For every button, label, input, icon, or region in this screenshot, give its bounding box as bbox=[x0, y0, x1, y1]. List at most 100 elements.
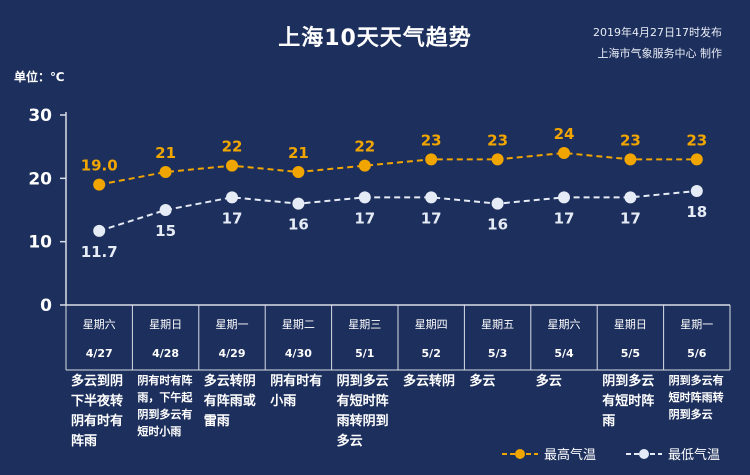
low-temp-label: 17 bbox=[554, 209, 575, 227]
low-temp-point bbox=[690, 185, 703, 197]
chart-title: 上海10天天气趋势 bbox=[278, 26, 472, 51]
high-temp-label: 24 bbox=[554, 125, 575, 143]
weather-description-line: 雨 bbox=[602, 414, 616, 429]
high-temp-point bbox=[425, 153, 438, 166]
date-label: 5/5 bbox=[621, 347, 640, 360]
date-label: 5/6 bbox=[687, 347, 707, 360]
weather-description-line: 多云转阴 bbox=[403, 374, 456, 389]
weekday-label: 星期一 bbox=[680, 318, 713, 331]
high-temp-point bbox=[93, 178, 106, 191]
weather-description-line: 下半夜转 bbox=[71, 394, 124, 409]
weather-description-line: 雨，下午起 bbox=[137, 391, 193, 404]
weather-description-line: 阴到多云 bbox=[668, 408, 713, 421]
weather-description-line: 多云 bbox=[336, 434, 363, 449]
weather-description-line: 小雨 bbox=[270, 394, 297, 409]
weekday-label: 星期一 bbox=[216, 318, 249, 331]
high-temp-label: 23 bbox=[421, 131, 442, 149]
weather-description-line: 短时小雨 bbox=[137, 425, 182, 438]
date-label: 5/3 bbox=[488, 347, 507, 360]
low-temp-point bbox=[292, 197, 305, 210]
weather-description-line: 多云转阴 bbox=[203, 374, 256, 389]
low-temp-label: 17 bbox=[421, 209, 442, 227]
date-label: 5/4 bbox=[554, 347, 574, 360]
high-temp-line bbox=[99, 151, 697, 186]
legend-high-swatch bbox=[501, 447, 538, 461]
high-temp-point bbox=[159, 166, 172, 178]
low-temp-point bbox=[425, 191, 438, 204]
weather-description-line: 阵雨 bbox=[71, 434, 98, 449]
high-temp-point bbox=[358, 159, 371, 172]
low-temp-line bbox=[98, 190, 697, 232]
legend-high-label: 最高气温 bbox=[543, 448, 596, 463]
high-temp-label: 19.0 bbox=[81, 157, 118, 175]
high-temp-point bbox=[491, 153, 504, 166]
y-tick-label: 0 bbox=[40, 296, 52, 316]
low-temp-label: 17 bbox=[620, 209, 641, 227]
low-temp-point bbox=[93, 224, 106, 237]
weekday-label: 星期五 bbox=[481, 318, 514, 331]
weekday-label: 星期日 bbox=[149, 318, 182, 331]
weather-description-line: 多云 bbox=[535, 374, 562, 389]
weather-description-line: 阴有时有 bbox=[71, 414, 124, 429]
date-label: 4/27 bbox=[86, 347, 113, 360]
high-temp-point bbox=[690, 153, 703, 166]
weekday-label: 星期三 bbox=[348, 318, 381, 331]
weekday-label: 星期二 bbox=[282, 318, 315, 331]
date-label: 4/29 bbox=[219, 347, 246, 360]
weather-description: 阴有时有 小雨 bbox=[270, 372, 336, 412]
high-temp-label: 22 bbox=[222, 138, 243, 156]
weather-description-line: 阴到多云 bbox=[602, 374, 655, 389]
weather-description-line: 有短时阵 bbox=[602, 394, 655, 409]
weekday-label: 星期六 bbox=[83, 318, 116, 331]
high-temp-point bbox=[292, 166, 305, 178]
high-temp-label: 22 bbox=[354, 138, 375, 156]
low-temp-label: 16 bbox=[487, 216, 508, 234]
weather-description-line: 阴到多云有 bbox=[137, 408, 193, 421]
date-label: 4/28 bbox=[152, 347, 179, 360]
weather-description: 多云 bbox=[469, 372, 535, 392]
low-temp-label: 18 bbox=[686, 203, 707, 221]
date-label: 5/1 bbox=[355, 347, 374, 360]
weather-description: 多云转阴 bbox=[403, 372, 469, 392]
low-temp-point bbox=[159, 204, 172, 216]
low-temp-label: 17 bbox=[222, 209, 243, 227]
weather-description-line: 多云 bbox=[469, 374, 496, 389]
legend-low-label: 最低气温 bbox=[667, 448, 720, 463]
y-tick-label: 10 bbox=[28, 233, 52, 253]
high-temp-point bbox=[226, 159, 238, 172]
high-temp-label: 23 bbox=[487, 131, 508, 149]
weather-description: 多云转阴有阵雨或雷雨 bbox=[204, 372, 270, 432]
low-temp-point bbox=[226, 191, 238, 204]
high-temp-label: 21 bbox=[155, 144, 176, 162]
publish-time: 2019年4月27日17时发布 bbox=[593, 26, 722, 39]
weather-description: 阴到多云有短时阵雨转阴到多云 bbox=[337, 372, 403, 452]
high-temp-label: 21 bbox=[288, 144, 309, 162]
high-temp-point bbox=[558, 147, 570, 159]
unit-label: 单位：℃ bbox=[14, 70, 65, 84]
high-temp-label: 23 bbox=[686, 131, 707, 149]
weekday-label: 星期六 bbox=[548, 318, 581, 331]
low-temp-point bbox=[558, 191, 570, 204]
weather-description-line: 有短时阵 bbox=[336, 394, 389, 409]
weather-description: 多云到阴 下半夜转 阴有时有 阵雨 bbox=[71, 372, 137, 452]
legend-low-swatch bbox=[625, 447, 662, 461]
low-temp-label: 15 bbox=[155, 222, 176, 240]
low-temp-point bbox=[491, 197, 504, 210]
weather-description-line: 雷雨 bbox=[203, 414, 230, 429]
weekday-label: 星期日 bbox=[614, 318, 647, 331]
weather-description-line: 阴有时有阵 bbox=[137, 374, 193, 387]
weather-description: 阴有时有阵雨，下午起阴到多云有短时小雨 bbox=[137, 372, 203, 440]
publish-source: 上海市气象服务中心 制作 bbox=[597, 47, 723, 60]
legend: 最高气温 最低气温 bbox=[501, 444, 720, 463]
weather-description: 多云 bbox=[536, 372, 602, 392]
low-temp-label: 16 bbox=[288, 216, 309, 234]
weather-description-line: 有阵雨或 bbox=[203, 394, 256, 409]
date-label: 5/2 bbox=[422, 347, 441, 360]
high-temp-point bbox=[624, 153, 637, 166]
low-temp-point bbox=[358, 191, 371, 204]
weather-description-line: 阴到多云 bbox=[336, 374, 389, 389]
weather-description-line: 雨转阴到 bbox=[336, 414, 389, 429]
high-temp-label: 23 bbox=[620, 131, 641, 149]
weekday-label: 星期四 bbox=[415, 318, 448, 331]
